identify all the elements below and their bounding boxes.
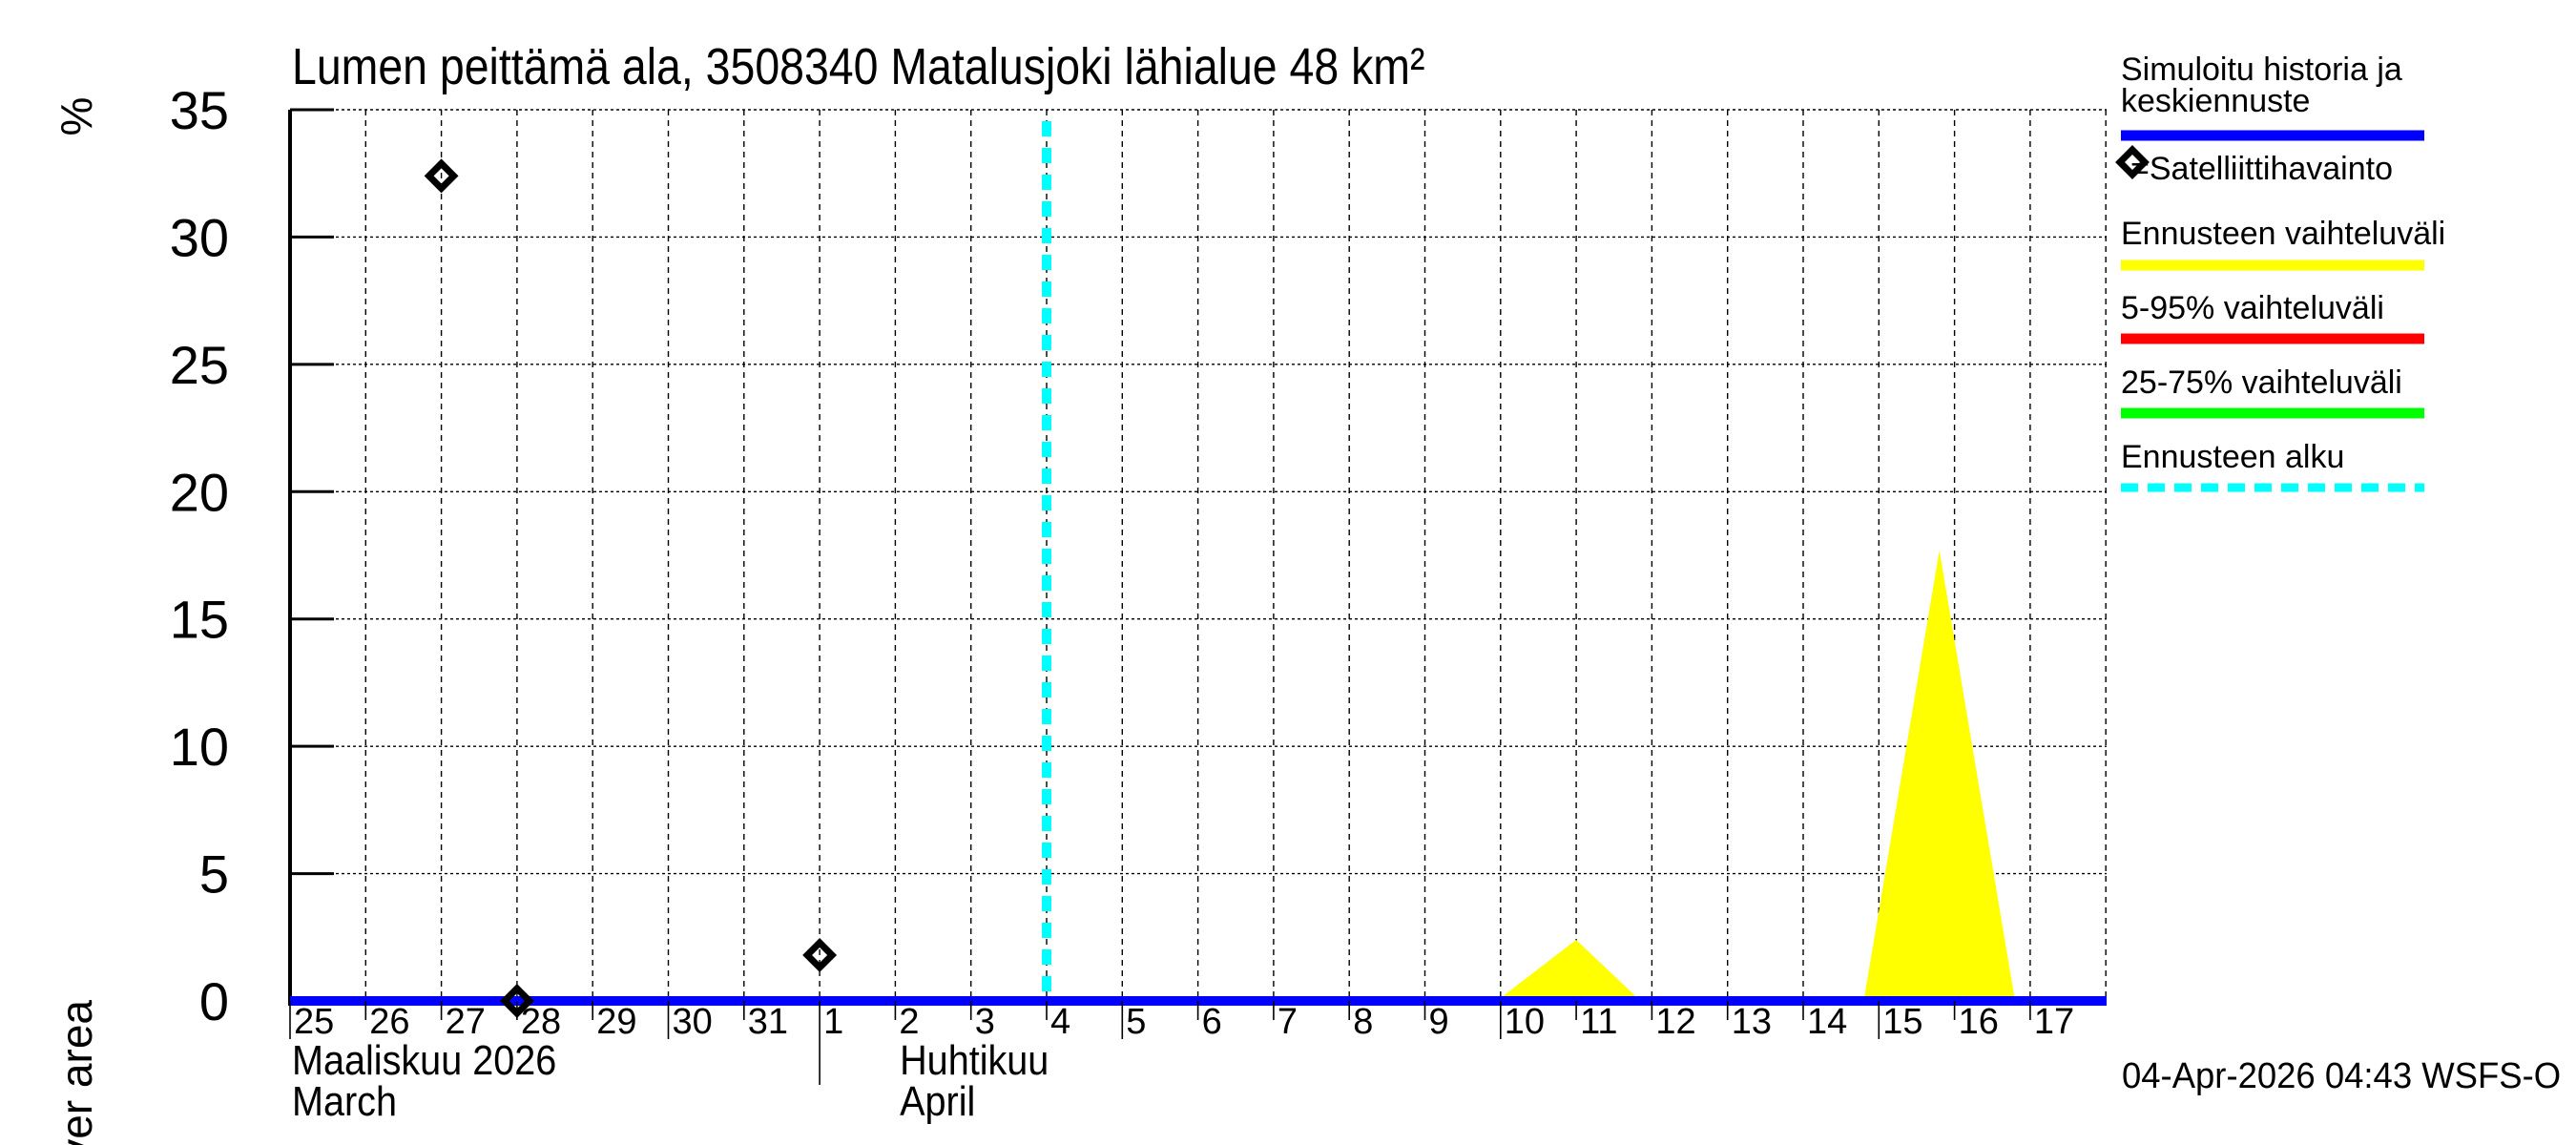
x-tick-label: 25 (294, 1002, 334, 1042)
x-tick-label: 30 (673, 1002, 713, 1042)
x-tick-label: 16 (1959, 1002, 1999, 1042)
x-tick-label: 9 (1429, 1002, 1449, 1042)
x-tick-label: 1 (823, 1002, 843, 1042)
month-label-fi: Maaliskuu 2026 (292, 1036, 556, 1083)
x-tick-label: 3 (975, 1002, 995, 1042)
footer-timestamp: 04-Apr-2026 04:43 WSFS-O (2122, 1054, 2561, 1095)
chart-title: Lumen peittämä ala, 3508340 Matalusjoki … (292, 37, 1424, 95)
y-tick-label: 25 (170, 335, 229, 395)
y-tick-label: 0 (199, 971, 229, 1031)
x-tick-label: 10 (1505, 1002, 1545, 1042)
x-tick-label: 26 (369, 1002, 409, 1042)
legend-item: Ennusteen vaihteluväli (2121, 216, 2445, 271)
x-tick-label: 6 (1202, 1002, 1222, 1042)
y-tick-label: 10 (170, 717, 229, 777)
x-tick-label: 8 (1353, 1002, 1373, 1042)
y-axis-label: Lumen peittämä ala / Snow cover area (52, 1000, 101, 1145)
x-tick-label: 5 (1126, 1002, 1146, 1042)
legend-label: 5-95% vaihteluväli (2121, 290, 2384, 326)
x-tick-label: 7 (1278, 1002, 1298, 1042)
legend-item: 5-95% vaihteluväli (2121, 290, 2424, 344)
legend-label: Ennusteen vaihteluväli (2121, 216, 2445, 252)
x-tick-label: 11 (1580, 1002, 1617, 1042)
x-tick-label: 4 (1050, 1002, 1070, 1042)
y-tick-label: 5 (199, 844, 229, 905)
x-tick-label: 28 (521, 1002, 561, 1042)
diamond-marker-icon (424, 158, 459, 194)
diamond-marker-icon (499, 984, 534, 1018)
x-tick-label: 31 (748, 1002, 788, 1042)
x-tick-label: 14 (1807, 1002, 1847, 1042)
legend-label: =Satelliittihavainto (2130, 151, 2393, 187)
y-tick-label: 20 (170, 462, 229, 522)
x-tick-label: 29 (596, 1002, 636, 1042)
y-tick-label: 30 (170, 207, 229, 267)
forecast-range-area (1496, 939, 1641, 1001)
legend-label: Simuloitu historia ja (2121, 52, 2402, 88)
legend-label: keskiennuste (2121, 83, 2310, 119)
legend-item: Ennusteen alku (2121, 439, 2424, 492)
y-tick-label: 15 (170, 590, 229, 650)
month-label-en: March (292, 1077, 397, 1124)
diamond-marker-icon (2115, 145, 2150, 179)
x-tick-label: 13 (1732, 1002, 1772, 1042)
y-axis-unit: % (52, 97, 101, 136)
x-tick-label: 12 (1655, 1002, 1695, 1042)
legend-item: =Satelliittihavainto (2115, 145, 2393, 187)
x-tick-label: 15 (1882, 1002, 1922, 1042)
legend-label: Ennusteen alku (2121, 439, 2344, 475)
legend-label: 25-75% vaihteluväli (2121, 364, 2402, 401)
x-tick-label: 2 (899, 1002, 919, 1042)
month-label-en: April (900, 1077, 975, 1124)
month-label-fi: Huhtikuu (900, 1036, 1049, 1083)
legend-item: 25-75% vaihteluväli (2121, 364, 2424, 419)
diamond-marker-icon (802, 938, 838, 972)
x-tick-label: 17 (2034, 1002, 2074, 1042)
x-tick-label: 27 (446, 1002, 486, 1042)
forecast-range-area (1863, 550, 2016, 1001)
y-tick-label: 35 (170, 80, 229, 140)
